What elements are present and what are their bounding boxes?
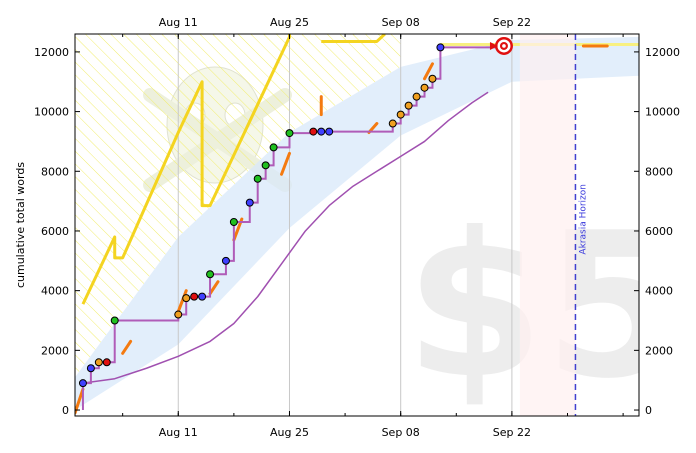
moving-average-line xyxy=(82,91,489,384)
y-tick-label-right: 2000 xyxy=(645,344,673,357)
datapoint xyxy=(325,127,334,136)
plot-frame xyxy=(74,33,640,417)
datapoint xyxy=(309,127,318,136)
y-tick-label-right: 8000 xyxy=(645,165,673,178)
horizon-zone xyxy=(519,34,576,416)
x-tick-label-top: Aug 25 xyxy=(270,16,309,29)
datapoint xyxy=(78,379,87,388)
akrasia-horizon-label: Akrasia Horizon xyxy=(578,184,588,255)
datapoint xyxy=(245,198,254,207)
datapoint xyxy=(285,129,294,138)
datapoint xyxy=(206,270,215,279)
y-tick-label-right: 6000 xyxy=(645,225,673,238)
datapoint xyxy=(86,364,95,373)
datapoint xyxy=(436,43,445,52)
x-tick-label-top: Sep 08 xyxy=(382,16,420,29)
bright-line xyxy=(81,34,291,305)
x-tick-label-bottom: Sep 08 xyxy=(382,426,420,439)
datapoint xyxy=(221,256,230,265)
orange-guideline-segment xyxy=(423,62,434,81)
y-axis-title: cumulative total words xyxy=(14,162,27,288)
x-tick-label-bottom: Sep 22 xyxy=(493,426,531,439)
x-tick-label-bottom: Aug 25 xyxy=(270,426,309,439)
datapoint xyxy=(388,119,397,128)
y-tick-label-left: 8000 xyxy=(41,165,69,178)
x-tick-label-bottom: Aug 11 xyxy=(159,426,198,439)
datapoint xyxy=(412,92,421,101)
datapoint xyxy=(198,292,207,301)
goal-arrow-icon xyxy=(489,41,498,50)
goal-target-ring xyxy=(502,44,506,48)
y-tick-label-left: 4000 xyxy=(41,285,69,298)
datapoint xyxy=(182,294,191,303)
datapoint xyxy=(253,174,262,183)
hatched-safe-region xyxy=(75,34,401,378)
y-tick-label-left: 2000 xyxy=(41,344,69,357)
datapoint xyxy=(396,110,405,119)
orange-guideline-segment xyxy=(208,280,220,296)
datapoint xyxy=(110,316,119,325)
datapoint xyxy=(269,143,278,152)
orange-guideline-segment xyxy=(280,151,291,176)
bright-line-upper xyxy=(321,34,386,43)
x-tick-label-top: Aug 11 xyxy=(159,16,198,29)
y-tick-label-right: 12000 xyxy=(645,46,680,59)
datapoint xyxy=(420,83,429,92)
x-tick-label-top: Sep 22 xyxy=(493,16,531,29)
y-tick-label-left: 6000 xyxy=(41,225,69,238)
datapoint xyxy=(428,74,437,83)
y-tick-label-right: 4000 xyxy=(645,285,673,298)
y-tick-label-right: 10000 xyxy=(645,106,680,119)
datapoint xyxy=(261,161,270,170)
y-tick-label-left: 10000 xyxy=(34,106,69,119)
y-tick-label-left: 0 xyxy=(62,404,69,417)
y-tick-label-right: 0 xyxy=(645,404,652,417)
orange-guideline-segment xyxy=(121,339,133,355)
datapoint xyxy=(317,127,326,136)
datapoint xyxy=(174,310,183,319)
orange-guideline-segment xyxy=(75,387,85,415)
datapoint xyxy=(190,292,199,301)
datapoint xyxy=(102,358,111,367)
datapoint xyxy=(94,358,103,367)
datapoint xyxy=(404,101,413,110)
orange-guideline-segment xyxy=(176,289,188,314)
datapoint xyxy=(229,218,238,227)
y-tick-label-left: 12000 xyxy=(34,46,69,59)
